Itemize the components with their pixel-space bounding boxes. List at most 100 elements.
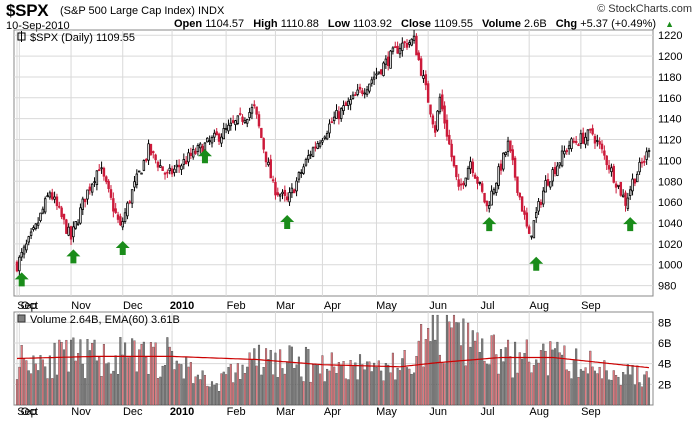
candle-body [109, 189, 113, 198]
candle-body [448, 134, 451, 145]
candle-body [22, 246, 26, 255]
volume-bar [518, 352, 521, 406]
volume-x-tick-label: Apr [324, 406, 341, 418]
volume-bar [570, 378, 573, 406]
volume-bar [509, 356, 512, 406]
volume-bar [424, 339, 427, 406]
volume-bar [558, 352, 561, 406]
volume-bar [617, 376, 620, 406]
candle-body [161, 166, 164, 172]
candle-body [450, 143, 453, 158]
candle-body [370, 79, 373, 84]
volume-x-tick-label: Sep [17, 406, 37, 418]
candle-body [191, 148, 195, 158]
candle-body [394, 46, 397, 49]
volume-bar [380, 370, 383, 406]
volume-bar [25, 360, 28, 406]
volume-bar [210, 381, 214, 406]
price-x-tick-label: May [376, 300, 397, 312]
volume-bar [279, 349, 282, 406]
candle-body [332, 116, 336, 122]
candle-body [83, 198, 87, 203]
volume-bar [579, 369, 582, 406]
candle-body [412, 35, 416, 41]
candle-body [311, 147, 315, 157]
volume-bar [539, 350, 542, 406]
volume-bar [20, 345, 23, 406]
candle-body [466, 167, 470, 180]
candle-body [551, 169, 554, 182]
candle-body [325, 133, 329, 140]
candle-body [238, 113, 242, 115]
volume-bar [408, 368, 411, 406]
volume-bar [304, 346, 308, 406]
volume-bar [549, 341, 552, 406]
candle-body [297, 172, 301, 180]
volume-bar [243, 373, 246, 406]
candle-body [574, 140, 578, 144]
open-label: Open [174, 18, 203, 30]
volume-bar [361, 364, 364, 406]
candle-body [490, 190, 493, 206]
candle-body [471, 161, 475, 174]
candle-body [135, 173, 139, 186]
candle-body [314, 146, 317, 149]
candle-body [25, 243, 28, 251]
candle-body [462, 182, 465, 186]
volume-bar [307, 349, 310, 406]
volume-bar [375, 367, 378, 406]
volume-bar [624, 374, 627, 406]
volume-bar [225, 374, 228, 406]
candle-body [102, 167, 106, 177]
price-y-tick-label: 1100 [658, 155, 682, 167]
candle-body [488, 205, 491, 209]
price-y-tick-label: 1060 [658, 197, 682, 209]
volume-x-tick-label: Dec [123, 406, 143, 418]
volume-bar [131, 338, 134, 406]
volume-bar [51, 378, 54, 406]
candle-body [356, 89, 359, 95]
candle-body [173, 168, 176, 173]
close-label: Close [401, 18, 431, 30]
volume-bar [586, 373, 589, 406]
price-x-tick-label: Aug [529, 300, 549, 312]
candle-body [194, 150, 197, 154]
candle-body [36, 222, 40, 226]
candle-body [199, 143, 202, 149]
volume-bar [281, 368, 284, 406]
price-y-tick-label: 1040 [658, 218, 682, 230]
candle-body [647, 150, 651, 152]
volume-bar [340, 364, 343, 406]
up-arrow-icon [482, 217, 497, 232]
chg-value: +5.37 (+0.49%) [580, 18, 657, 30]
candle-body [614, 183, 618, 188]
volume-x-tick-label: Aug [529, 406, 549, 418]
candle-body [598, 141, 601, 145]
volume-bar [262, 367, 265, 406]
candle-body [175, 164, 178, 168]
volume-bar [58, 339, 61, 406]
volume-bar [250, 360, 253, 406]
candle-body [340, 108, 343, 119]
volume-bar [30, 373, 33, 406]
volume-bar [645, 371, 648, 406]
volume-bar [485, 363, 488, 406]
volume-bar [253, 348, 256, 406]
volume-bar [553, 348, 557, 406]
volume-bar [154, 342, 157, 406]
candle-body [532, 220, 536, 239]
volume-y-tick-label: 6B [658, 338, 671, 350]
price-x-tick-label: Sep [581, 300, 601, 312]
candle-body [217, 133, 221, 142]
volume-bar [502, 361, 505, 406]
candle-body [504, 151, 507, 155]
volume-bar [640, 386, 643, 406]
candle-body [184, 160, 188, 165]
volume-bar [241, 364, 244, 406]
volume-bar [434, 339, 437, 406]
volume-bar [300, 376, 303, 406]
candle-body [441, 94, 444, 110]
volume-bar [194, 376, 197, 406]
volume-bar [643, 374, 646, 406]
